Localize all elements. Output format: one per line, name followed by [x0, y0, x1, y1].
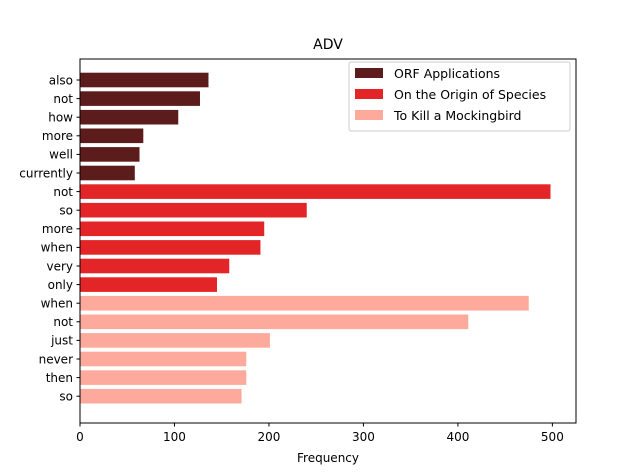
x-tick-label: 200 — [257, 430, 280, 444]
y-tick-label: more — [42, 222, 73, 236]
legend-swatch — [355, 68, 383, 78]
bar-just — [80, 333, 270, 348]
y-tick-label: how — [48, 111, 73, 125]
plot-frame — [79, 58, 577, 424]
bar-then — [80, 370, 247, 385]
bar-well — [80, 147, 140, 162]
legend-swatch — [355, 89, 383, 99]
bar-never — [80, 351, 247, 367]
y-tick-label: currently — [19, 166, 73, 180]
y-tick-label: not — [53, 185, 73, 199]
chart-title: ADV — [313, 37, 343, 53]
y-tick-label: so — [59, 390, 73, 404]
bar-so — [80, 202, 307, 218]
bar-very — [80, 258, 230, 274]
y-tick-label: never — [39, 352, 73, 366]
y-tick-label: also — [49, 73, 73, 87]
legend-label: On the Origin of Species — [394, 87, 546, 102]
x-tick-label: 300 — [352, 430, 375, 444]
bar-how — [80, 109, 179, 125]
x-tick-label: 0 — [76, 430, 84, 444]
x-tick-label: 400 — [446, 430, 469, 444]
legend-frame — [348, 61, 571, 132]
bar-more — [80, 128, 144, 144]
legend: ORF Applications On the Origin of Species… — [348, 61, 571, 132]
y-tick-label: more — [42, 129, 73, 143]
y-tick-label: not — [53, 315, 73, 329]
bar-also — [80, 72, 209, 88]
y-tick-label: just — [50, 334, 73, 348]
legend-label: ORF Applications — [394, 66, 500, 81]
bar-currently — [80, 165, 135, 181]
bar-when — [80, 295, 529, 311]
x-axis: 0 100 200 300 400 500 — [76, 423, 564, 444]
y-tick-label: then — [46, 371, 73, 385]
bar-not — [80, 314, 469, 330]
bar-so — [80, 388, 242, 404]
x-tick-label: 100 — [163, 430, 186, 444]
y-tick-label: when — [41, 297, 73, 311]
x-tick-label: 500 — [541, 430, 564, 444]
legend-swatch — [355, 110, 383, 120]
y-tick-label: so — [59, 204, 73, 218]
legend-label: To Kill a Mockingbird — [393, 108, 522, 123]
bar-more — [80, 221, 265, 237]
y-tick-label: when — [41, 241, 73, 255]
y-tick-label: very — [46, 259, 73, 273]
bar-only — [80, 277, 217, 292]
y-axis: also not how more well currently not so more when… — [19, 73, 80, 404]
y-tick-label: well — [49, 148, 73, 162]
bar-not — [80, 91, 200, 106]
bar-not — [80, 184, 551, 199]
bar-when — [80, 240, 261, 255]
y-tick-label: only — [48, 278, 73, 292]
x-axis-title: Frequency — [297, 451, 359, 465]
bars-group — [80, 72, 551, 404]
y-tick-label: not — [53, 92, 73, 106]
